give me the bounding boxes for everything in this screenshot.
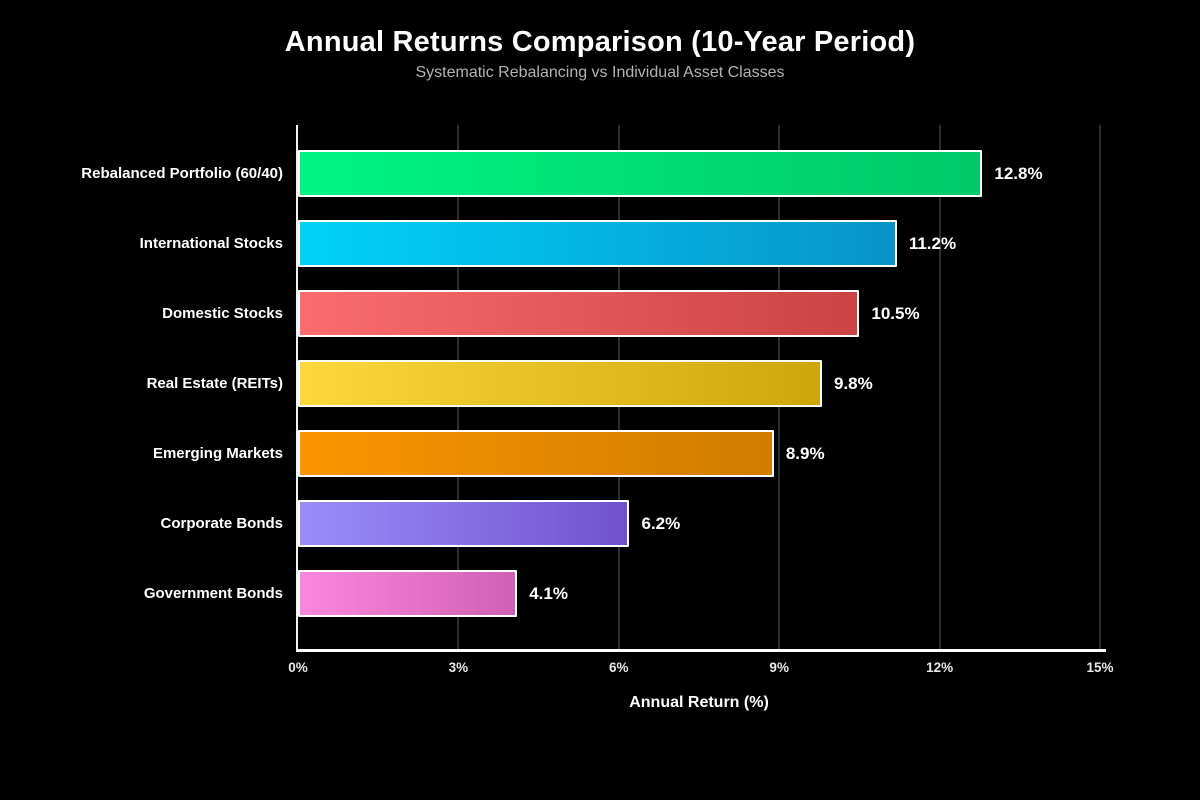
value-label: 12.8%	[994, 164, 1043, 183]
category-label: Real Estate (REITs)	[146, 375, 283, 392]
x-tick-label: 6%	[609, 660, 629, 675]
category-label: Government Bonds	[143, 585, 283, 602]
x-axis-tick-labels: 0% 3% 6% 9% 12% 15%	[288, 660, 1113, 680]
bar-corporate-bonds	[298, 500, 630, 547]
x-tick-label: 0%	[288, 660, 308, 675]
x-tick-label: 3%	[448, 660, 469, 675]
category-axis-labels: Rebalanced Portfolio (60/40) Internationa…	[0, 125, 283, 650]
bar-emerging-markets	[298, 430, 774, 477]
value-label: 4.1%	[529, 584, 568, 603]
value-label: 10.5%	[871, 304, 920, 323]
category-label: Corporate Bonds	[160, 515, 283, 532]
chart-subtitle: Systematic Rebalancing vs Individual Ass…	[415, 64, 785, 81]
bar-international-stocks	[298, 220, 897, 267]
x-axis-title: Annual Return (%)	[629, 694, 769, 711]
y-axis-line	[296, 125, 298, 650]
category-label: Domestic Stocks	[162, 305, 283, 322]
x-axis-line	[296, 649, 1106, 652]
bar-rebalanced-portfolio-60-40	[298, 150, 983, 197]
gridline-12%	[938, 125, 941, 650]
category-label: International Stocks	[139, 235, 283, 252]
value-label: 9.8%	[833, 374, 873, 393]
value-label: 6.2%	[641, 514, 681, 533]
value-label: 11.2%	[908, 234, 957, 253]
bar-government-bonds	[298, 570, 518, 617]
plot-area: 12.8% 11.2% 10.5% 9.8% 8.9% 6.2% 4.1%	[296, 125, 1106, 652]
chart-title: Annual Returns Comparison (10-Year Perio…	[284, 26, 916, 58]
x-tick-label: 12%	[926, 660, 954, 675]
bar-domestic-stocks	[298, 290, 860, 337]
x-tick-label: 15%	[1086, 660, 1114, 675]
gridline-15%	[1099, 125, 1101, 650]
category-label: Emerging Markets	[152, 445, 283, 462]
value-label: 8.9%	[785, 444, 825, 463]
category-label: Rebalanced Portfolio (60/40)	[81, 165, 283, 182]
x-tick-label: 9%	[769, 660, 789, 675]
bar-real-estate-reits	[298, 360, 822, 407]
